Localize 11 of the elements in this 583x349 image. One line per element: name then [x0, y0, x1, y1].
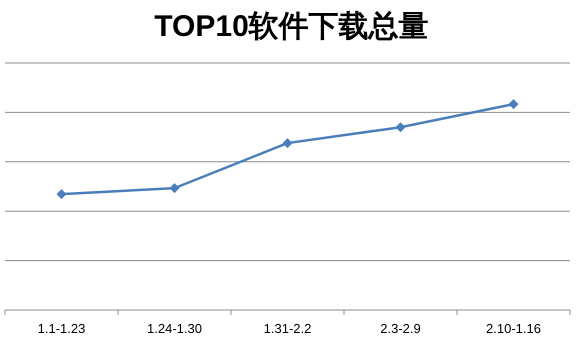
point	[508, 99, 518, 110]
x-tick-label: 1.24-1.30	[147, 321, 202, 336]
x-tick-label: 2.10-1.16	[486, 321, 541, 336]
x-tick-label: 2.3-2.9	[380, 321, 421, 336]
point	[282, 138, 292, 148]
x-tick-label: 1.1-1.23	[38, 321, 86, 336]
point	[170, 183, 180, 194]
point	[396, 122, 406, 132]
x-tick-label: 1.31-2.2	[264, 321, 312, 336]
chart-title: TOP10软件下载总量	[154, 10, 429, 43]
point	[56, 189, 66, 200]
